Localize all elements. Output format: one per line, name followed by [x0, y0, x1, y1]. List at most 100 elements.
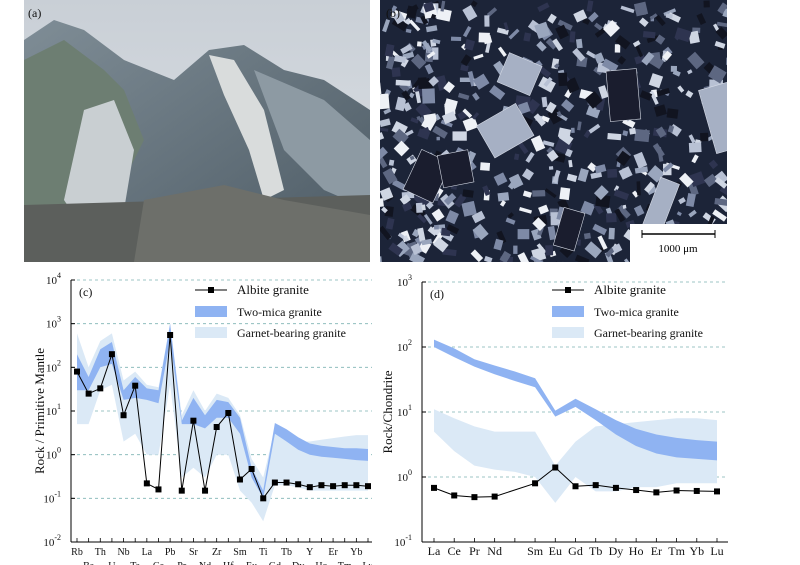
x-tick-label: Pr — [469, 544, 480, 558]
albite-granite-point — [167, 332, 174, 339]
legend-marker-icon — [208, 287, 214, 293]
two-mica-granite-band — [434, 339, 717, 461]
x-tick-label: Gd — [269, 561, 281, 565]
albite-granite-point — [248, 465, 255, 472]
albite-granite-point — [365, 483, 371, 490]
x-tick-label: Lu — [710, 544, 723, 558]
outcrop-photo-drawing — [24, 0, 370, 262]
albite-granite-point — [108, 351, 115, 358]
albite-granite-point — [341, 482, 348, 489]
legend-label-two-mica: Two-mica granite — [594, 305, 679, 319]
albite-granite-point — [155, 486, 162, 493]
legend-swatch-garnet — [552, 327, 584, 338]
y-tick-label: 102 — [46, 358, 61, 374]
x-tick-label: Hf — [223, 561, 234, 565]
micrograph-drawing: 1000 μm — [380, 0, 727, 262]
x-tick-label: Ho — [315, 561, 327, 565]
albite-granite-point — [673, 487, 680, 494]
x-tick-label: Nd — [487, 544, 502, 558]
albite-granite-point — [653, 489, 660, 496]
albite-granite-point — [260, 495, 267, 502]
albite-granite-point — [283, 479, 290, 486]
panel-label-c: (c) — [79, 285, 92, 299]
x-tick-label: Ce — [153, 561, 165, 565]
albite-granite-point — [143, 480, 150, 487]
x-tick-label: Th — [95, 547, 106, 558]
albite-granite-point — [225, 409, 232, 416]
albite-granite-point — [318, 482, 325, 489]
garnet-bearing-granite-band — [77, 323, 368, 522]
spider-diagram-c: RbBaThUNbTaLaCePbPrSrNdZrHfSmEuTiGdTbDyY… — [32, 271, 372, 565]
albite-granite-point — [552, 464, 559, 471]
x-tick-label: La — [142, 547, 153, 558]
albite-granite-point — [353, 482, 360, 489]
y-tick-label: 10-1 — [43, 489, 61, 505]
micrograph-photo: 1000 μm — [380, 0, 727, 262]
y-tick-label: 101 — [46, 402, 61, 418]
albite-granite-point — [451, 492, 458, 499]
x-tick-label: Tb — [281, 547, 292, 558]
x-tick-label: Sm — [233, 547, 247, 558]
legend-swatch-two-mica — [195, 306, 227, 317]
x-tick-label: Nb — [117, 547, 129, 558]
x-tick-label: Pr — [177, 561, 187, 565]
albite-granite-point — [190, 417, 197, 424]
albite-granite-point — [271, 479, 278, 486]
x-tick-label: Rb — [71, 547, 83, 558]
legend-label-two-mica: Two-mica granite — [237, 305, 322, 319]
albite-granite-point — [202, 487, 209, 494]
albite-granite-point — [714, 488, 720, 495]
legend-label-albite: Albite granite — [237, 282, 309, 297]
x-tick-label: U — [108, 561, 116, 565]
albite-granite-point — [471, 494, 478, 501]
albite-granite-point — [213, 424, 220, 431]
x-tick-label: La — [428, 544, 441, 558]
x-tick-label: Lu — [362, 561, 372, 565]
y-tick-label: 10-2 — [43, 533, 61, 549]
x-tick-label: Tm — [338, 561, 352, 565]
legend-label-garnet: Garnet-bearing granite — [237, 326, 346, 340]
albite-granite-point — [74, 368, 80, 375]
x-tick-label: Er — [328, 547, 338, 558]
y-tick-label: 104 — [46, 271, 61, 287]
ree-diagram-d: La Ce Pr Nd Sm Eu Gd Tb Dy Ho Er Tm Yb Lu 10-1 100 101 1… — [380, 273, 728, 558]
x-tick-label: Ba — [83, 561, 95, 565]
albite-granite-point — [132, 382, 139, 389]
albite-granite-point — [330, 483, 337, 490]
y-axis-label-c: Rock / Primitive Mantle — [32, 348, 47, 474]
x-tick-label: Er — [651, 544, 662, 558]
scale-bar-label: 1000 μm — [658, 243, 698, 255]
y-tick-label: 10-1 — [394, 533, 412, 549]
legend-marker-icon — [565, 287, 571, 293]
albite-granite-point — [120, 412, 127, 419]
y-axis-label-d: Rock/Chondrite — [380, 370, 395, 453]
y-tick-label: 101 — [397, 403, 412, 419]
x-tick-label: Tb — [589, 544, 602, 558]
x-tick-label: Dy — [609, 544, 624, 558]
x-tick-label: Yb — [689, 544, 704, 558]
albite-granite-point — [532, 480, 539, 487]
outcrop-photo — [24, 0, 370, 262]
y-tick-label: 103 — [397, 273, 412, 289]
albite-granite-point — [431, 484, 437, 491]
legend-swatch-two-mica — [552, 306, 584, 317]
x-tick-label: Ti — [259, 547, 268, 558]
albite-granite-point — [572, 483, 579, 490]
y-tick-label: 103 — [46, 315, 61, 331]
x-tick-label: Nd — [199, 561, 211, 565]
albite-granite-point — [592, 482, 599, 489]
albite-granite-line — [433, 466, 718, 498]
x-tick-label: Dy — [292, 561, 304, 565]
x-tick-label: Eu — [246, 561, 257, 565]
x-tick-label: Sm — [527, 544, 544, 558]
x-tick-label: Pb — [165, 547, 176, 558]
panel-label-d: (d) — [430, 287, 444, 301]
legend-swatch-garnet — [195, 327, 227, 338]
y-tick-label: 102 — [397, 338, 412, 354]
two-mica-granite-band — [77, 323, 368, 499]
legend-label-albite: Albite granite — [594, 282, 666, 297]
panel-label-b: (b) — [386, 6, 400, 20]
albite-granite-point — [97, 385, 104, 392]
y-tick-label: 100 — [46, 446, 61, 462]
albite-granite-point — [633, 487, 640, 494]
